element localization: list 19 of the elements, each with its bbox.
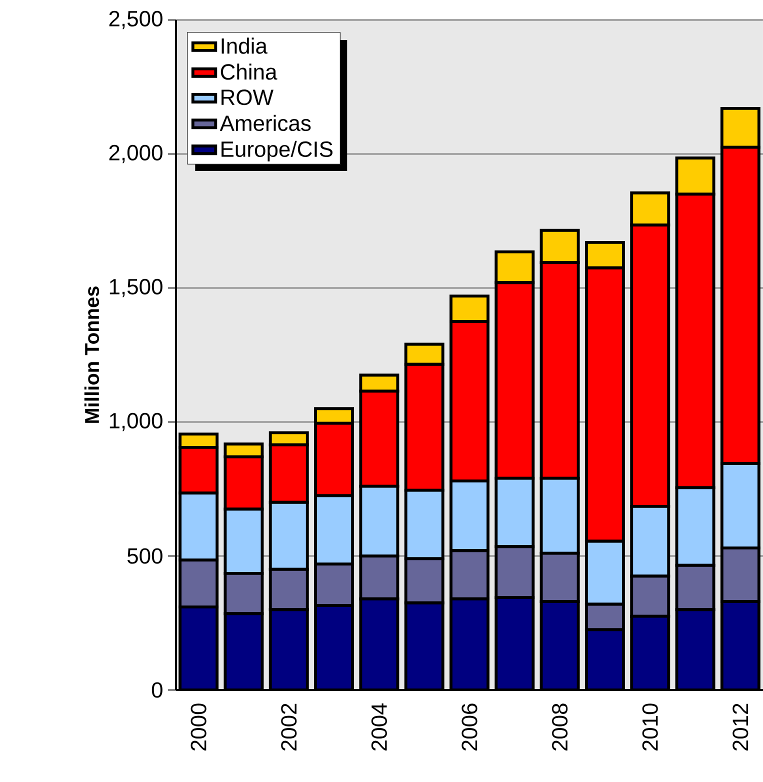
x-tick-label: 2010 [642, 704, 658, 751]
x-tick-label: 2002 [281, 704, 297, 751]
y-tick-label: 2,500 [109, 10, 162, 30]
x-tick-label: 2006 [462, 704, 478, 751]
legend-label: ROW [222, 90, 274, 106]
x-tick-label: 2004 [371, 703, 387, 751]
legend-label: Americas [220, 114, 311, 132]
y-tick-label: 1,500 [110, 278, 162, 298]
x-tick-label: 2012 [732, 704, 748, 751]
legend-label: India [222, 38, 268, 54]
y-tick-label: 1,000 [110, 412, 162, 432]
y-axis-title: Million Tonnes [84, 286, 100, 423]
y-tick-label: 0 [152, 682, 162, 698]
x-tick-label: 2000 [190, 704, 206, 751]
y-tick-label: 500 [127, 548, 162, 564]
legend-label: China [220, 64, 278, 80]
x-tick-label: 2008 [552, 704, 568, 751]
y-tick-label: 2,000 [109, 144, 162, 164]
legend-label: Europe/CIS [222, 140, 332, 162]
